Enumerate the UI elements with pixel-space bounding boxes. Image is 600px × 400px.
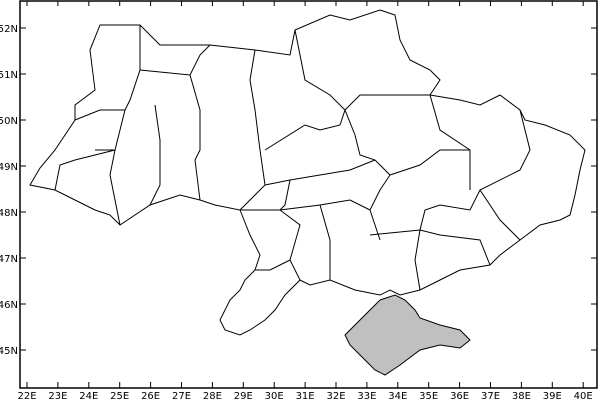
boundary — [109, 109, 126, 226]
boundary — [240, 199, 371, 211]
boundary — [54, 149, 116, 191]
x-tick-label: 24E — [79, 391, 98, 400]
x-tick-label: 34E — [388, 391, 407, 400]
crimea-region[interactable] — [344, 294, 471, 376]
x-tick-label: 37E — [481, 391, 500, 400]
x-tick-label: 40E — [574, 391, 593, 400]
boundary — [419, 109, 531, 231]
x-tick-label: 29E — [234, 391, 253, 400]
x-tick-label: 23E — [48, 391, 67, 400]
y-tick-label: 50N — [0, 116, 18, 127]
oblast-boundaries — [29, 9, 586, 336]
boundary — [344, 109, 391, 241]
boundary — [389, 149, 470, 176]
y-tick-label: 47N — [0, 254, 18, 265]
x-tick-label: 27E — [172, 391, 191, 400]
y-tick-label: 51N — [0, 70, 18, 81]
x-tick-label: 35E — [419, 391, 438, 400]
boundary — [264, 159, 376, 186]
x-tick-label: 36E — [450, 391, 469, 400]
y-tick-label: 46N — [0, 300, 18, 311]
boundary — [319, 204, 331, 280]
y-tick-label: 45N — [0, 346, 18, 357]
x-tick-label: 39E — [543, 391, 562, 400]
boundary — [74, 25, 141, 121]
x-tick-label: 31E — [296, 391, 315, 400]
boundary — [149, 104, 161, 206]
boundary — [255, 259, 291, 271]
boundary — [239, 49, 266, 211]
x-tick-label: 32E — [326, 391, 345, 400]
boundary — [264, 29, 346, 151]
x-tick-label: 38E — [512, 391, 531, 400]
x-tick-label: 22E — [17, 391, 36, 400]
y-tick-label: 48N — [0, 208, 18, 219]
boundary — [279, 179, 301, 281]
ukraine-outline — [29, 9, 586, 336]
boundary — [344, 94, 430, 111]
boundary — [479, 189, 521, 241]
x-tick-label: 25E — [110, 391, 129, 400]
boundary — [429, 94, 471, 190]
axis-ticks — [20, 1, 597, 388]
x-tick-label: 26E — [141, 391, 160, 400]
boundary — [414, 229, 421, 291]
boundary — [189, 74, 201, 201]
x-tick-label: 28E — [203, 391, 222, 400]
boundary — [139, 44, 211, 76]
y-tick-label: 49N — [0, 162, 18, 173]
x-tick-label: 33E — [357, 391, 376, 400]
y-tick-label: 52N — [0, 24, 18, 35]
x-tick-label: 30E — [265, 391, 284, 400]
boundary — [369, 229, 491, 266]
map-frame — [19, 0, 598, 389]
axis-labels: 22E 23E 24E 25E 26E 27E 28E 29E 30E 31E 32E 33E 34E 3… — [0, 24, 593, 400]
